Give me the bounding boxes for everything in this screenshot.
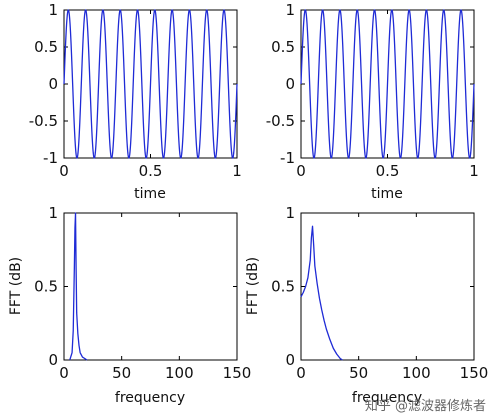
y-tick-label: 1 (285, 1, 295, 19)
y-tick-label: 0 (48, 351, 58, 369)
y-tick-label: 1 (285, 204, 295, 222)
x-tick-label: 0 (296, 162, 306, 180)
x-tick-label: 150 (223, 364, 252, 382)
y-axis-label: FFT (dB) (8, 257, 24, 315)
x-tick-label: 0.5 (376, 162, 400, 180)
y-tick-label: 0.5 (34, 278, 58, 296)
x-tick-label: 100 (402, 364, 431, 382)
x-axis-label: frequency (352, 390, 422, 406)
x-tick-label: 100 (165, 364, 194, 382)
y-tick-label: 0 (48, 75, 58, 93)
x-tick-label: 50 (112, 364, 131, 382)
x-tick-label: 1 (232, 162, 242, 180)
x-axis-label: time (134, 186, 166, 202)
series-line-sine (300, 9, 475, 159)
y-tick-label: -0.5 (29, 112, 58, 130)
axis-ticks (300, 9, 475, 159)
subplot-bottom-right: 0 50 100 150 0 0.5 1 frequency FFT (dB) (245, 204, 488, 406)
y-tick-label: -1 (280, 149, 295, 167)
y-axis-label: FFT (dB) (245, 257, 261, 315)
x-tick-label: 1 (469, 162, 479, 180)
axes-frame (63, 212, 238, 361)
axis-ticks (63, 212, 238, 361)
x-tick-label: 0 (59, 364, 69, 382)
series-line-fft (300, 225, 343, 361)
tick-labels: 0 0.5 1 -1 -0.5 0 0.5 1 (29, 1, 242, 180)
y-tick-label: 0.5 (271, 38, 295, 56)
watermark: 知乎 @滤波器修炼者 (365, 398, 486, 414)
x-tick-label: 50 (349, 364, 368, 382)
series-line-fft (69, 212, 88, 361)
subplot-top-left: 0 0.5 1 -1 -0.5 0 0.5 1 time (29, 1, 242, 202)
subplot-bottom-left: 0 50 100 150 0 0.5 1 frequency FFT (dB) (8, 204, 251, 406)
tick-labels: 0 50 100 150 0 0.5 1 (34, 204, 251, 382)
x-tick-label: 0 (59, 162, 69, 180)
subplot-top-right: 0 0.5 1 -1 -0.5 0 0.5 1 time (266, 1, 479, 202)
tick-labels: 0 0.5 1 -1 -0.5 0 0.5 1 (266, 1, 479, 180)
y-tick-label: 1 (48, 1, 58, 19)
axis-ticks (300, 212, 475, 361)
y-tick-label: -1 (43, 149, 58, 167)
tick-labels: 0 50 100 150 0 0.5 1 (271, 204, 488, 382)
y-tick-label: 0 (285, 351, 295, 369)
x-tick-label: 0.5 (139, 162, 163, 180)
y-tick-label: 0.5 (271, 278, 295, 296)
axis-ticks (63, 9, 238, 159)
series-line-sine (63, 9, 238, 159)
axes-frame (300, 212, 475, 361)
y-tick-label: 0.5 (34, 38, 58, 56)
y-tick-label: -0.5 (266, 112, 295, 130)
y-tick-label: 0 (285, 75, 295, 93)
x-axis-label: time (371, 186, 403, 202)
y-tick-label: 1 (48, 204, 58, 222)
x-axis-label: frequency (115, 390, 185, 406)
x-tick-label: 0 (296, 364, 306, 382)
x-tick-label: 150 (460, 364, 489, 382)
